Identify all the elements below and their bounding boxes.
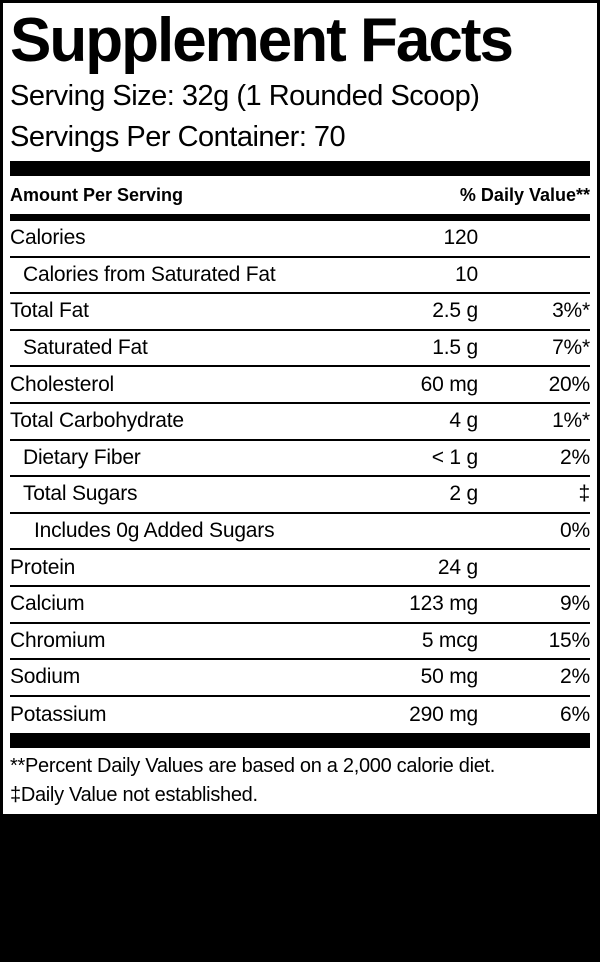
nutrient-name: Protein	[10, 555, 76, 579]
table-row: Total Carbohydrate 4 g 1%*	[10, 404, 590, 441]
nutrient-daily-value: 2%	[560, 445, 590, 469]
table-row: Calories 120	[10, 221, 590, 258]
nutrient-daily-value: 6%	[560, 703, 590, 727]
nutrient-amount: 10	[455, 262, 478, 286]
nutrient-amount: 123 mg	[409, 592, 478, 616]
amount-per-serving-header: Amount Per Serving	[10, 184, 184, 205]
serving-size-text: Serving Size: 32g (1 Rounded Scoop)	[10, 80, 480, 112]
divider-thick-bottom	[10, 733, 590, 749]
nutrient-amount: 60 mg	[420, 372, 479, 396]
nutrient-amount: < 1 g	[431, 445, 478, 469]
nutrient-name: Includes 0g Added Sugars	[34, 519, 275, 543]
nutrient-daily-value: 7%*	[552, 336, 590, 360]
nutrient-daily-value: 2%	[560, 665, 590, 689]
nutrient-amount: 1.5 g	[432, 336, 478, 360]
table-row: Protein 24 g	[10, 550, 590, 587]
footnotes-block: **Percent Daily Values are based on a 2,…	[10, 748, 590, 810]
table-row: Dietary Fiber < 1 g 2%	[10, 441, 590, 478]
nutrient-amount: 2.5 g	[432, 299, 478, 323]
table-row: Saturated Fat 1.5 g 7%*	[10, 331, 590, 368]
divider-thick-top	[10, 161, 590, 176]
nutrient-name: Sodium	[10, 665, 81, 689]
table-row: Includes 0g Added Sugars 0%	[10, 514, 590, 551]
supplement-facts-panel: Supplement Facts Serving Size: 32g (1 Ro…	[3, 3, 597, 814]
table-row: Total Fat 2.5 g 3%*	[10, 294, 590, 331]
nutrient-name: Total Fat	[10, 299, 89, 323]
table-row: Total Sugars 2 g ‡	[10, 477, 590, 514]
nutrient-table: Calories 120 Calories from Saturated Fat 10…	[10, 221, 590, 733]
nutrient-amount: 4 g	[449, 409, 478, 433]
nutrient-name: Chromium	[10, 628, 106, 652]
supplement-facts-title: Supplement Facts	[10, 6, 514, 75]
column-header-row: Amount Per Serving % Daily Value**	[10, 176, 590, 214]
table-row: Calcium 123 mg 9%	[10, 587, 590, 624]
nutrient-amount: 24 g	[437, 555, 478, 579]
nutrient-daily-value: 15%	[548, 628, 591, 652]
nutrient-name: Dietary Fiber	[23, 445, 141, 469]
nutrient-name: Total Sugars	[23, 482, 138, 506]
nutrient-daily-value: 0%	[560, 519, 590, 543]
nutrient-amount: 50 mg	[420, 665, 479, 689]
table-row: Cholesterol 60 mg 20%	[10, 367, 590, 404]
table-row: Potassium 290 mg 6%	[10, 697, 590, 734]
nutrient-amount: 5 mcg	[421, 628, 478, 652]
footnote-daily-values: **Percent Daily Values are based on a 2,…	[10, 755, 496, 778]
nutrient-daily-value: 1%*	[552, 409, 590, 433]
nutrient-daily-value: ‡	[578, 482, 591, 506]
nutrient-daily-value: 3%*	[552, 299, 590, 323]
nutrient-amount: 120	[443, 226, 479, 250]
nutrient-name: Saturated Fat	[23, 336, 148, 360]
nutrient-amount: 2 g	[449, 482, 478, 506]
table-row: Calories from Saturated Fat 10	[10, 258, 590, 295]
nutrient-amount: 290 mg	[409, 703, 478, 727]
table-row: Chromium 5 mcg 15%	[10, 624, 590, 661]
servings-per-container-text: Servings Per Container: 70	[10, 121, 346, 153]
footnote-not-established: ‡Daily Value not established.	[10, 784, 258, 807]
nutrient-name: Calcium	[10, 592, 85, 616]
nutrient-name: Potassium	[10, 703, 107, 727]
nutrient-daily-value: 9%	[560, 592, 590, 616]
nutrient-name: Total Carbohydrate	[10, 409, 184, 433]
nutrient-name: Calories from Saturated Fat	[23, 262, 276, 286]
nutrient-name: Calories	[10, 226, 86, 250]
daily-value-header: % Daily Value**	[459, 184, 590, 205]
table-row: Sodium 50 mg 2%	[10, 660, 590, 697]
nutrient-name: Cholesterol	[10, 372, 115, 396]
nutrient-daily-value: 20%	[548, 372, 591, 396]
divider-medium	[10, 214, 590, 221]
